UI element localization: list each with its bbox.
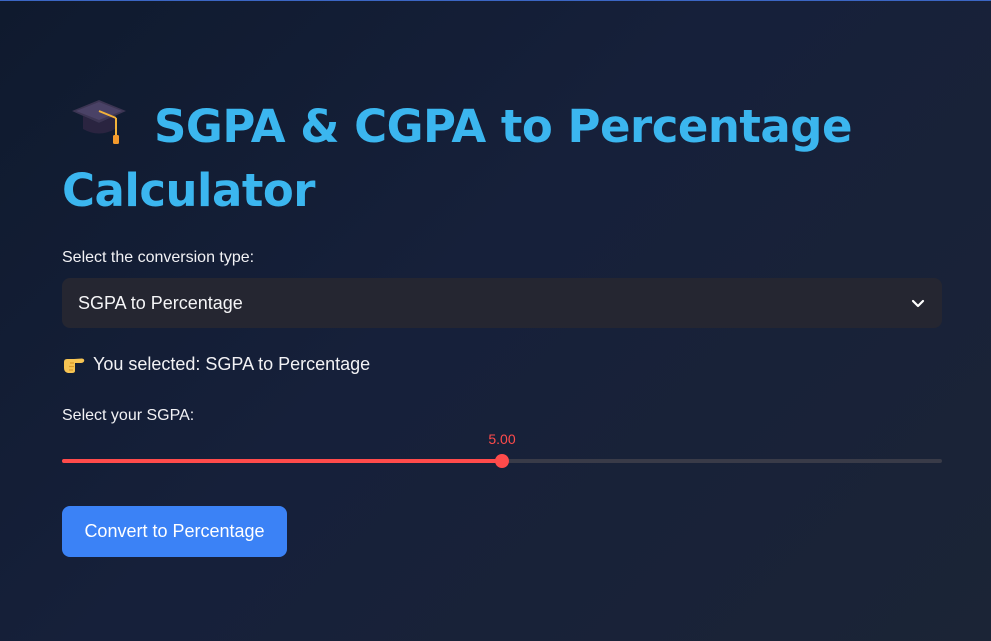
page-title-text: SGPA & CGPA to Percentage Calculator bbox=[62, 100, 853, 217]
conversion-type-select[interactable]: SGPA to Percentage bbox=[62, 278, 942, 328]
sgpa-slider-thumb[interactable] bbox=[495, 454, 509, 468]
selected-conversion-text: You selected: SGPA to Percentage bbox=[93, 353, 371, 374]
conversion-type-value: SGPA to Percentage bbox=[78, 292, 243, 313]
convert-to-percentage-button[interactable]: Convert to Percentage bbox=[62, 506, 287, 557]
conversion-type-label: Select the conversion type: bbox=[62, 249, 255, 266]
sgpa-slider[interactable]: 5.00 bbox=[62, 429, 942, 473]
page-title: SGPA & CGPA to Percentage Calculator bbox=[62, 95, 942, 223]
sgpa-slider-fill bbox=[62, 459, 502, 463]
chevron-down-icon bbox=[911, 299, 925, 308]
sgpa-slider-label: Select your SGPA: bbox=[62, 407, 195, 424]
graduation-cap-icon bbox=[72, 100, 126, 144]
sgpa-slider-track[interactable] bbox=[62, 454, 942, 468]
selected-conversion-message: You selected: SGPA to Percentage bbox=[62, 353, 370, 375]
sgpa-slider-value: 5.00 bbox=[488, 431, 516, 447]
pointing-hand-icon bbox=[64, 358, 85, 373]
